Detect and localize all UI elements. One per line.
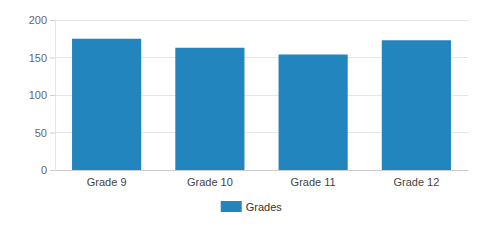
legend-swatch [221,201,242,212]
x-tick-label: Grade 9 [87,176,127,188]
legend: Grades [221,201,283,213]
bars [72,39,451,170]
x-tick-label: Grade 11 [291,176,336,188]
x-tick-label: Grade 12 [393,176,439,188]
legend-item: Grades [221,201,283,213]
y-tick-label: 100 [29,89,47,101]
grid [55,20,468,170]
plot: 050100150200Grade 9Grade 10Grade 11Grade… [29,14,469,188]
y-axis-line [50,21,56,171]
x-axis: Grade 9 Grade 10 Grade 11 Grade 12 [56,170,469,188]
y-tick-mark [50,133,55,134]
bar [279,55,348,171]
y-tick-mark [50,58,55,59]
y-axis: 0 50 100 150 200 [29,14,56,176]
y-tick-label: 200 [29,14,47,26]
x-axis-line [56,170,469,171]
y-tick-label: 50 [35,127,47,139]
bar [175,48,244,170]
y-tick-mark [50,170,55,171]
x-tick: Grade 12 [393,170,439,188]
y-tick-label: 0 [41,164,47,176]
x-tick: Grade 10 [187,170,233,188]
y-tick: 100 [29,89,55,101]
legend-label: Grades [246,201,283,213]
y-tick: 200 [29,14,55,26]
grid-line [55,20,468,21]
y-tick: 50 [35,127,55,139]
bar [382,40,451,170]
y-tick: 0 [41,164,55,176]
x-tick: Grade 11 [291,170,336,188]
x-tick: Grade 9 [87,170,127,188]
x-tick-label: Grade 10 [187,176,233,188]
bar [72,39,141,170]
chart: 050100150200Grade 9Grade 10Grade 11Grade… [0,0,503,228]
y-tick: 150 [29,52,55,64]
y-tick-label: 150 [29,52,47,64]
y-tick-mark [50,20,55,21]
y-tick-mark [50,95,55,96]
